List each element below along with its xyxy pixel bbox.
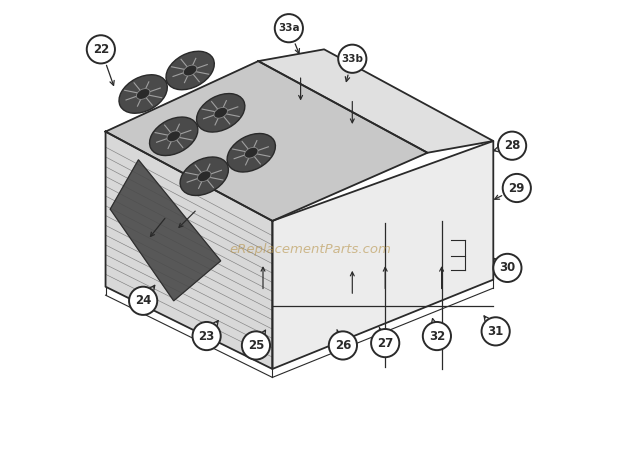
Ellipse shape bbox=[167, 131, 180, 141]
Text: 30: 30 bbox=[499, 261, 515, 274]
Text: 24: 24 bbox=[135, 294, 151, 307]
Polygon shape bbox=[272, 141, 494, 369]
Circle shape bbox=[338, 45, 366, 73]
Ellipse shape bbox=[198, 171, 211, 181]
Polygon shape bbox=[259, 49, 494, 153]
Polygon shape bbox=[105, 132, 272, 369]
Ellipse shape bbox=[214, 108, 228, 118]
Ellipse shape bbox=[149, 117, 198, 156]
Ellipse shape bbox=[244, 148, 258, 158]
Text: 32: 32 bbox=[429, 329, 445, 343]
Circle shape bbox=[192, 322, 221, 350]
Ellipse shape bbox=[184, 65, 197, 76]
Text: 29: 29 bbox=[508, 181, 525, 195]
Ellipse shape bbox=[119, 75, 167, 113]
Circle shape bbox=[482, 317, 510, 345]
Text: 28: 28 bbox=[504, 139, 520, 152]
Circle shape bbox=[329, 331, 357, 360]
Circle shape bbox=[498, 132, 526, 160]
Ellipse shape bbox=[136, 89, 150, 99]
Text: 23: 23 bbox=[198, 329, 215, 343]
Circle shape bbox=[371, 329, 399, 357]
Text: 25: 25 bbox=[248, 339, 264, 352]
Ellipse shape bbox=[197, 94, 245, 132]
Ellipse shape bbox=[180, 157, 228, 196]
Circle shape bbox=[494, 254, 521, 282]
Text: 26: 26 bbox=[335, 339, 351, 352]
Circle shape bbox=[503, 174, 531, 202]
Ellipse shape bbox=[227, 133, 275, 172]
Circle shape bbox=[423, 322, 451, 350]
Polygon shape bbox=[105, 61, 428, 221]
Circle shape bbox=[129, 287, 157, 315]
Circle shape bbox=[87, 35, 115, 63]
Circle shape bbox=[242, 331, 270, 360]
Text: 33b: 33b bbox=[341, 54, 363, 64]
Text: 33a: 33a bbox=[278, 23, 299, 33]
Text: 31: 31 bbox=[487, 325, 504, 338]
Text: 22: 22 bbox=[93, 43, 109, 56]
Text: eReplacementParts.com: eReplacementParts.com bbox=[229, 243, 391, 256]
Text: 27: 27 bbox=[377, 337, 393, 350]
Ellipse shape bbox=[166, 51, 215, 90]
Circle shape bbox=[275, 14, 303, 42]
Polygon shape bbox=[110, 160, 221, 301]
